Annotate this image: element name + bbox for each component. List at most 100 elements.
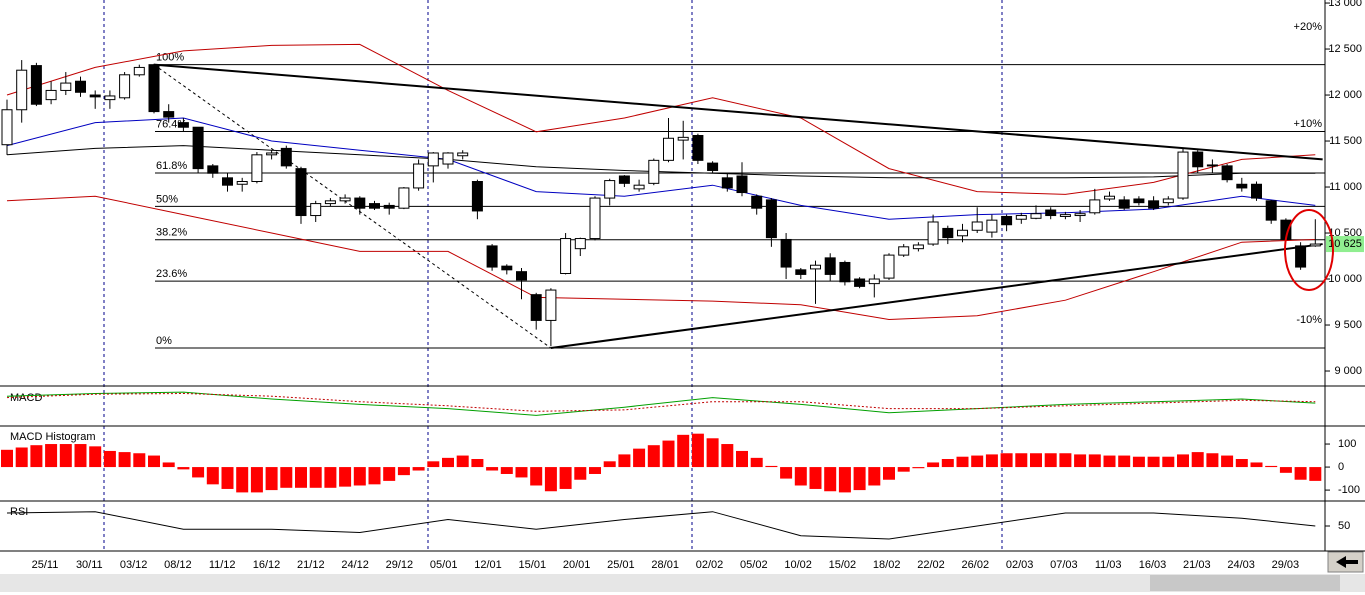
indicator-line [6,43,1316,195]
candle-body [971,221,983,231]
arrow-icon [1336,556,1358,568]
hist-bar [1147,456,1160,468]
x-tick-label: 03/12 [120,559,148,571]
x-tick-label: 21/12 [297,559,325,571]
hist-bar [941,459,954,468]
candle-body [75,80,86,93]
candle-body [516,271,527,281]
candle-body [30,65,42,105]
x-tick-label: 02/02 [696,559,724,571]
x-tick-label: 20/01 [563,559,591,571]
candle-body [1295,245,1307,268]
hist-bar [162,462,175,468]
hist-bar [824,467,837,492]
x-tick-label: 29/12 [386,559,414,571]
hist-bar [368,467,381,485]
candle-body [868,278,880,285]
hist-bar [442,457,454,468]
hist-bar [1118,455,1131,468]
hist-bar [103,450,116,468]
candle-body [1251,183,1262,199]
candle-body [839,261,851,283]
hist-bar [1015,453,1028,468]
candle-body [824,257,836,275]
candle-body [222,177,233,186]
candle-body [266,152,278,156]
percent-mark: -10% [1296,314,1322,326]
candle-body [1177,151,1189,199]
candle-body [795,269,807,275]
hist-bar [883,467,895,480]
x-tick-label: 05/01 [430,559,458,571]
candle-body [310,203,322,217]
hist-bar [1162,456,1175,468]
hist-bar [59,444,72,468]
hist-bar [1250,462,1263,468]
candle-body [692,135,704,161]
candle-body [398,187,410,209]
x-tick-label: 05/02 [740,559,768,571]
candle-body [148,64,160,113]
candle-body [369,203,380,209]
candle-body [1045,209,1057,217]
hist-bar [1044,453,1057,468]
y-tick-label: 9 000 [1334,365,1362,377]
hist-bar [691,433,704,468]
y-tick-label: 12 000 [1328,89,1362,101]
histogram-title: MACD Histogram [10,431,96,443]
candle-body [1089,199,1101,214]
hist-bar [1221,455,1234,468]
hist-bar [647,445,660,468]
candle-body [986,219,998,233]
candle-body [530,294,542,321]
hist-bar [148,455,160,468]
hist-bar [427,461,440,468]
hist-bar [236,467,249,493]
x-tick-label: 16/12 [253,559,281,571]
x-tick-label: 25/01 [607,559,635,571]
candle-body [912,244,924,250]
month-separators [103,0,1003,551]
hist-bar [794,467,807,486]
candle-body [60,82,72,91]
candle-body [677,136,689,141]
hist-bar [45,444,58,468]
candle-body [1001,215,1013,226]
hist-bar [662,440,675,468]
rsi-tick-label: 50 [1338,520,1350,532]
candle-body [442,152,454,165]
rsi-title: RSI [10,506,28,518]
hist-bar [1132,456,1145,468]
hist-bar [956,456,969,468]
hist-bar [927,462,940,468]
x-tick-label: 07/03 [1050,559,1078,571]
scrollbar[interactable] [0,574,1365,592]
candle-body [236,181,248,185]
candle-body [545,289,557,321]
x-tick-label: 24/03 [1227,559,1255,571]
hist-bar [383,467,396,481]
hist-bar [780,467,793,479]
candle-body [89,94,101,98]
hist-bar [912,467,925,469]
candle-body [1309,243,1321,247]
candle-body [780,238,792,268]
hist-bar [500,467,513,474]
hist-bar [677,434,690,468]
x-tick-label: 26/02 [962,559,990,571]
scroll-thumb[interactable] [1150,575,1340,591]
x-tick-label: 29/03 [1272,559,1300,571]
macd-title: MACD [10,392,42,404]
indicator-line [6,145,1316,179]
hist-bar [838,467,851,493]
hist-bar [1177,454,1189,468]
hist-bar [1191,452,1204,468]
candle-body [1015,215,1027,220]
candle-body [119,74,131,99]
trendline [550,243,1323,350]
hist-bar [765,465,778,468]
hist-bar [1088,454,1101,468]
candle-body [633,184,645,190]
x-tick-label: 08/12 [164,559,192,571]
